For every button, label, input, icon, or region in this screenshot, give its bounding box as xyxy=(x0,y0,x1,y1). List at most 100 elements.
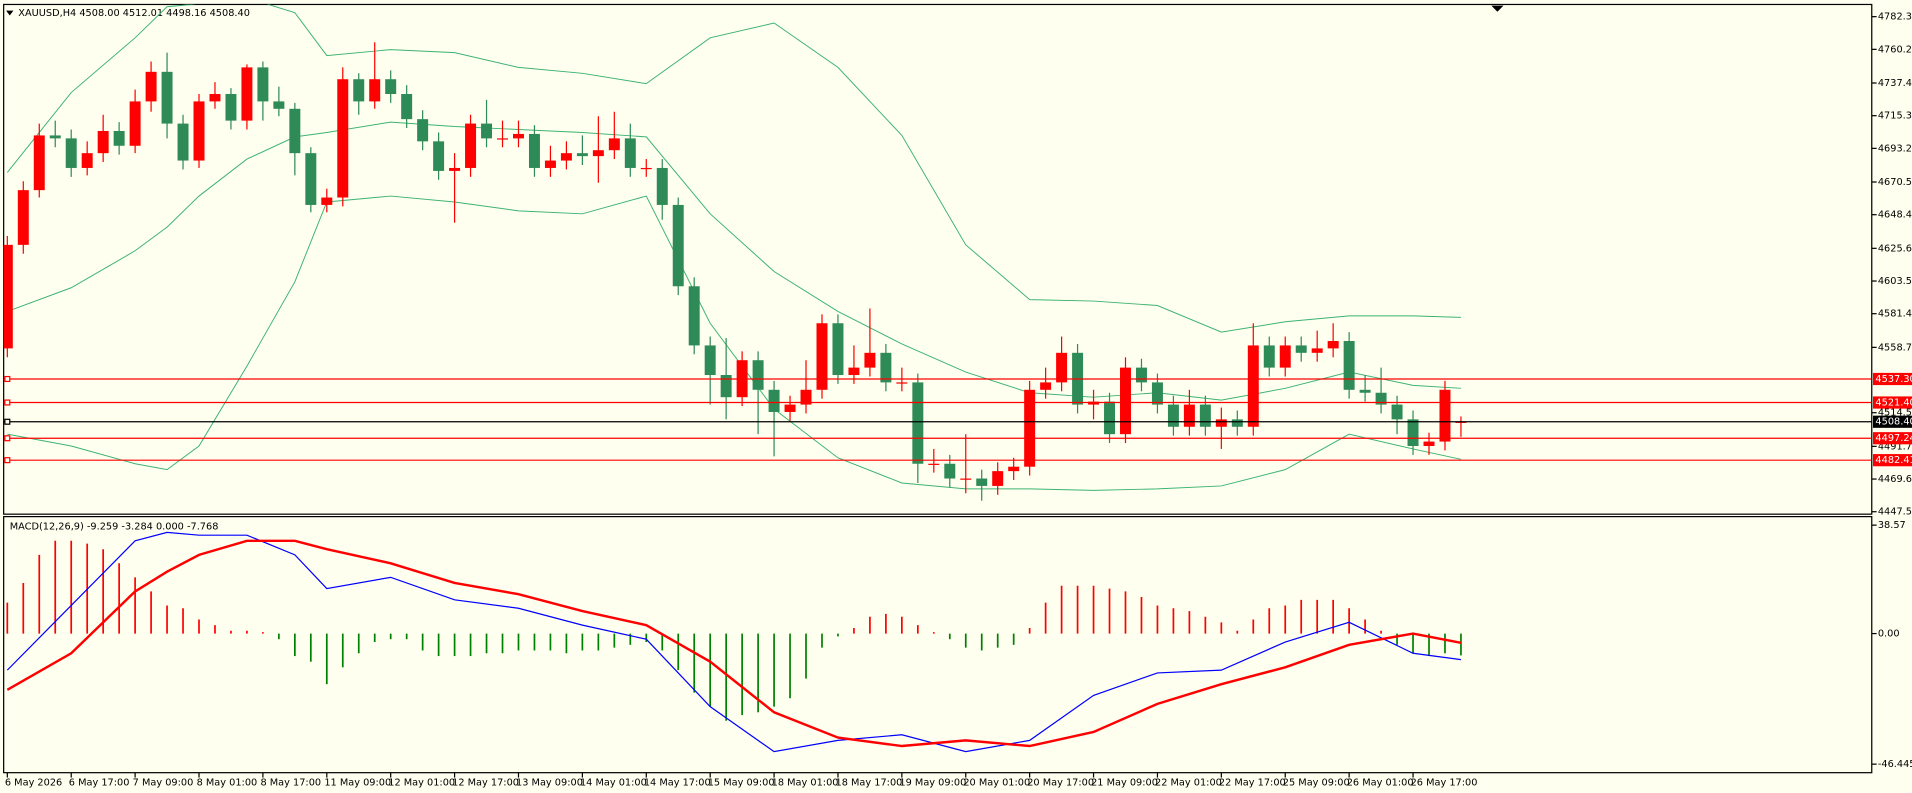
candle-body xyxy=(161,71,173,124)
candle-body xyxy=(1295,345,1307,353)
x-tick-label: 26 May 01:00 xyxy=(1347,777,1414,788)
macd-y-tick-label: -46.445 xyxy=(1878,759,1912,770)
candle-body xyxy=(1359,389,1371,393)
symbol-header: XAUUSD,H4 4508.00 4512.01 4498.16 4508.4… xyxy=(18,8,250,19)
candle-body xyxy=(401,94,413,120)
level-line-label: 4482.41 xyxy=(1875,455,1912,466)
candle-body xyxy=(113,130,125,146)
candle-body xyxy=(752,360,764,390)
candle-body xyxy=(497,138,508,140)
candle-body xyxy=(305,153,317,205)
candle-body xyxy=(1120,367,1131,435)
level-line-label-bg xyxy=(1872,372,1912,386)
bollinger-middle xyxy=(7,121,1461,401)
axes: 4782.30 4760.20 4737.45 4715.35 4693.25 4670.… xyxy=(4,12,1912,788)
candle-body xyxy=(784,404,796,412)
candle-body xyxy=(433,141,445,171)
candle-body xyxy=(800,389,812,405)
x-tick-label: 22 May 17:00 xyxy=(1219,777,1286,788)
candle-body xyxy=(592,150,604,157)
candle-body xyxy=(1056,352,1068,383)
candle-body xyxy=(225,94,237,121)
level-line-label: 4521.40 xyxy=(1875,398,1912,409)
candle-body xyxy=(544,160,556,168)
candle-body xyxy=(209,94,221,102)
candle-body xyxy=(1391,404,1403,420)
macd-plot xyxy=(6,531,1462,753)
level-line-label-bg xyxy=(1872,454,1912,467)
level-line-anchor xyxy=(4,399,11,406)
candle-body xyxy=(832,323,844,376)
x-tick-label: 6 May 2026 xyxy=(5,777,62,788)
y-tick-label: 4469.65 xyxy=(1878,474,1912,485)
level-line-label-bg xyxy=(1872,432,1912,445)
candle-body xyxy=(145,71,157,102)
candle-body xyxy=(1104,401,1116,435)
y-tick-label: 4447.55 xyxy=(1878,507,1912,518)
candle-body xyxy=(97,130,109,154)
candle-body xyxy=(241,67,253,121)
candle-body xyxy=(417,119,429,142)
candle-body xyxy=(193,101,205,161)
y-tick-label: 4558.70 xyxy=(1878,342,1912,353)
y-tick-label: 4760.20 xyxy=(1878,44,1912,55)
candle-body xyxy=(560,153,572,161)
level-line-label-bg xyxy=(1872,396,1912,409)
candle-body xyxy=(1279,345,1291,368)
y-tick-label: 4715.35 xyxy=(1878,111,1912,122)
candle-body xyxy=(896,382,908,384)
candle-body xyxy=(289,108,301,154)
candle-body xyxy=(768,389,780,412)
y-tick-label: 4782.30 xyxy=(1878,12,1912,23)
candle-body xyxy=(1040,382,1052,390)
y-tick-label: 4670.50 xyxy=(1878,177,1912,188)
y-tick-label: 4693.25 xyxy=(1878,143,1912,154)
bid-line-label-bg xyxy=(1872,415,1912,428)
candle-body xyxy=(976,478,988,486)
candle-body xyxy=(992,471,1004,486)
candle-body xyxy=(33,135,45,191)
macd-signal xyxy=(6,539,1462,748)
candle-body xyxy=(1215,419,1227,427)
candle-body xyxy=(321,197,333,205)
candle-body xyxy=(369,79,381,102)
candle-body xyxy=(1439,389,1451,442)
x-tick-label: 22 May 01:00 xyxy=(1155,777,1222,788)
candle-body xyxy=(1151,382,1163,405)
macd-panel xyxy=(3,516,1873,774)
macd-y-tick-label: 0.00 xyxy=(1878,629,1900,640)
level-line-anchor xyxy=(4,435,11,442)
level-line-anchor xyxy=(4,375,11,383)
menu-arrow[interactable] xyxy=(6,10,14,16)
x-tick-label: 13 May 09:00 xyxy=(516,777,583,788)
bid-line-label: 4508.40 xyxy=(1875,417,1912,428)
candle-body xyxy=(465,123,477,168)
candle-body xyxy=(257,67,269,102)
candle-body xyxy=(1407,419,1419,446)
candle-body xyxy=(129,101,141,146)
candle-body xyxy=(17,190,29,245)
macd-title: MACD(12,26,9) -9.259 -3.284 0.000 -7.768 xyxy=(10,521,219,532)
candle-body xyxy=(704,345,716,376)
shift-marker xyxy=(1491,5,1504,12)
candle-body xyxy=(1231,419,1243,427)
x-tick-label: 12 May 01:00 xyxy=(388,777,455,788)
bid-line-anchor xyxy=(4,418,11,425)
candle-body xyxy=(960,478,972,480)
y-tick-label: 4625.65 xyxy=(1878,243,1912,254)
candle-body xyxy=(640,167,652,170)
candle-body xyxy=(1008,466,1020,472)
candle-body xyxy=(672,204,684,287)
candle-body xyxy=(337,79,349,198)
candle-body xyxy=(1247,345,1259,427)
x-tick-label: 18 May 17:00 xyxy=(836,777,903,788)
candle-body xyxy=(1423,441,1435,446)
candle-body xyxy=(1135,367,1147,383)
x-tick-label: 8 May 17:00 xyxy=(260,777,321,788)
x-tick-label: 20 May 17:00 xyxy=(1027,777,1094,788)
candle-body xyxy=(576,153,588,157)
x-tick-label: 14 May 01:00 xyxy=(580,777,647,788)
